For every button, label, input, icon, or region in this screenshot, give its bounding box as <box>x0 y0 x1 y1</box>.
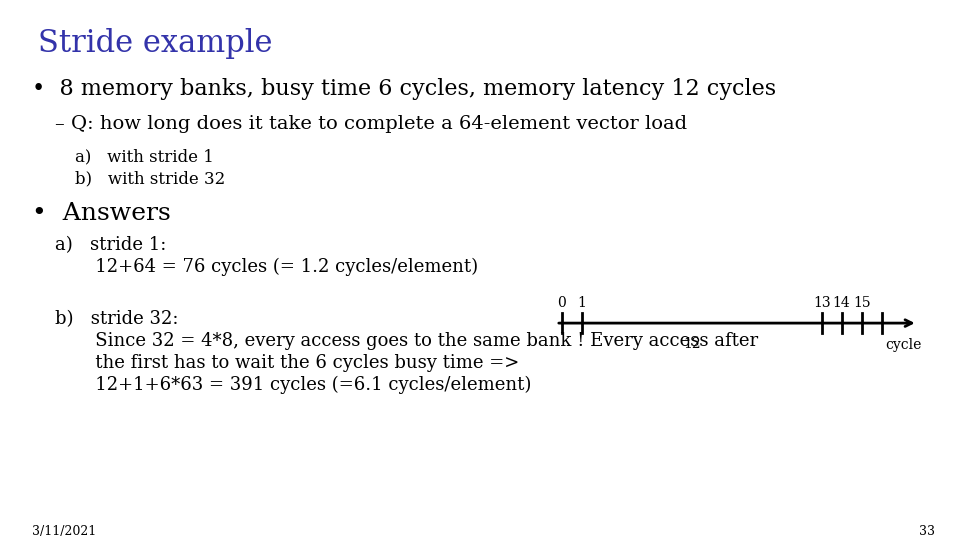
Text: 12+1+6*63 = 391 cycles (=6.1 cycles/element): 12+1+6*63 = 391 cycles (=6.1 cycles/elem… <box>55 376 532 394</box>
Text: 0: 0 <box>558 295 566 309</box>
Text: 12: 12 <box>683 338 701 352</box>
Text: 33: 33 <box>919 525 935 538</box>
Text: Since 32 = 4*8, every access goes to the same bank ! Every access after: Since 32 = 4*8, every access goes to the… <box>55 332 758 350</box>
Text: – Q: how long does it take to complete a 64-element vector load: – Q: how long does it take to complete a… <box>55 115 687 133</box>
Text: a)   with stride 1: a) with stride 1 <box>75 148 214 165</box>
Text: cycle: cycle <box>885 338 922 352</box>
Text: 12+64 = 76 cycles (= 1.2 cycles/element): 12+64 = 76 cycles (= 1.2 cycles/element) <box>55 258 478 276</box>
Text: b)   with stride 32: b) with stride 32 <box>75 170 226 187</box>
Text: •  8 memory banks, busy time 6 cycles, memory latency 12 cycles: • 8 memory banks, busy time 6 cycles, me… <box>32 78 776 100</box>
Text: 15: 15 <box>852 295 871 309</box>
Text: 1: 1 <box>578 295 587 309</box>
Text: 3/11/2021: 3/11/2021 <box>32 525 96 538</box>
Text: a)   stride 1:: a) stride 1: <box>55 236 166 254</box>
Text: b)   stride 32:: b) stride 32: <box>55 310 179 328</box>
Text: •  Answers: • Answers <box>32 202 171 225</box>
Text: 14: 14 <box>833 295 851 309</box>
Text: 13: 13 <box>813 295 830 309</box>
Text: the first has to wait the 6 cycles busy time =>: the first has to wait the 6 cycles busy … <box>55 354 519 372</box>
Text: Stride example: Stride example <box>38 28 273 59</box>
